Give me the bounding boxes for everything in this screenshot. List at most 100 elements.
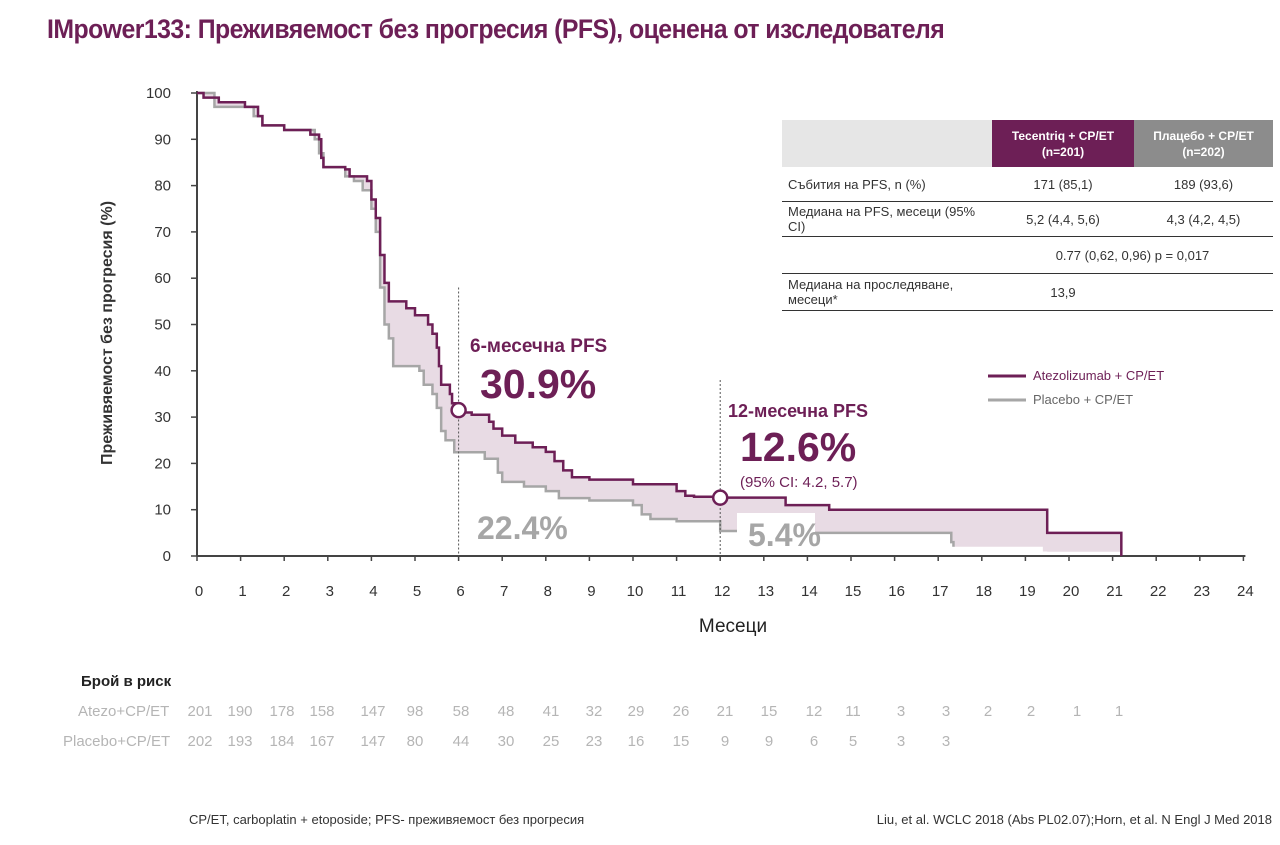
x-tick-label: 21 [1106,583,1123,600]
twelve-month-pfs-ci: (95% CI: 4.2, 5.7) [740,474,858,491]
hazard-ratio: 0.77 (0,62, 0,96) p = 0,017 [1055,247,1210,263]
x-tick-label: 22 [1150,583,1167,600]
footnote: CP/ET, carboplatin + etoposide; PFS- пре… [189,812,585,827]
risk-value: 2 [983,703,993,720]
six-month-pfs-label: 6-месечна PFS [470,336,607,357]
page-title: IMpower133: Преживяемост без прогресия (… [47,14,945,44]
x-tick-label: 2 [282,583,290,600]
y-tick-label: 60 [154,270,171,287]
legend-atezo-label: Atezolizumab + CP/ET [1033,368,1164,383]
x-tick-label: 16 [888,583,905,600]
risk-value: 1 [1114,703,1124,720]
risk-value: 184 [269,733,295,750]
table-row-followup: Медиана на проследяване, месеци* 13,9 [782,274,1273,311]
risk-value: 16 [627,733,645,750]
risk-value: 202 [187,733,213,750]
twelve-month-marker [711,489,729,506]
risk-atezo-label: Atezo+CP/ET [78,703,170,720]
risk-value: 1 [1072,703,1082,720]
followup-value: 13,9 [1050,284,1076,300]
twelve-month-placebo-label-bg [737,513,815,547]
placebo-curve [197,91,955,547]
risk-value: 98 [406,703,424,720]
x-tick-label: 23 [1193,583,1210,600]
risk-value: 32 [585,703,603,720]
table-row: Медиана на PFS, месеци (95% CI) 5,2 (4,4… [782,202,1273,237]
y-tick-label: 80 [154,178,171,195]
x-tick-label: 12 [714,583,731,600]
risk-value: 193 [227,733,253,750]
table-header-blank [782,120,992,167]
risk-value: 48 [497,703,515,720]
table-row-hr: 0.77 (0,62, 0,96) p = 0,017 [782,237,1273,274]
y-tick-label: 90 [154,131,171,148]
risk-value: 21 [716,703,734,720]
risk-value: 201 [187,703,213,720]
risk-placebo-label: Placebo+CP/ET [63,733,171,750]
x-tick-label: 17 [932,583,949,600]
legend-placebo-label: Placebo + CP/ET [1033,392,1133,407]
results-table: Tecentriq + CP/ET (n=201) Плацебо + CP/ET… [782,120,1273,311]
y-tick-label: 50 [154,317,171,334]
risk-value: 25 [542,733,560,750]
x-tick-label: 7 [500,583,508,600]
risk-value: 3 [896,733,906,750]
x-tick-label: 3 [326,583,334,600]
x-tick-label: 10 [627,583,644,600]
risk-value: 23 [585,733,603,750]
x-tick-label: 9 [587,583,595,600]
six-month-marker [450,401,467,419]
table-header-placebo: Плацебо + CP/ET (n=202) [1134,120,1273,167]
risk-value: 147 [360,733,386,750]
x-tick-label: 11 [671,583,687,600]
y-axis-title: Преживяемост без прогресия (%) [99,201,116,465]
x-tick-label: 20 [1063,583,1080,600]
y-tick-label: 100 [146,85,171,102]
risk-value: 15 [760,703,778,720]
risk-value: 5 [848,733,858,750]
table-header: Tecentriq + CP/ET (n=201) Плацебо + CP/ET… [782,120,1273,167]
risk-value: 3 [941,703,951,720]
risk-value: 6 [809,733,819,750]
y-tick-label: 30 [154,409,171,426]
risk-value: 3 [896,703,906,720]
risk-value: 9 [720,733,730,750]
table-row: Събития на PFS, n (%) 171 (85,1) 189 (93… [782,167,1273,202]
x-tick-label: 19 [1019,583,1036,600]
risk-value: 9 [764,733,774,750]
risk-value: 167 [309,733,335,750]
x-tick-label: 13 [757,583,774,600]
risk-value: 147 [360,703,386,720]
x-tick-label: 1 [238,583,246,600]
risk-value: 11 [845,703,861,720]
x-tick-label: 24 [1237,583,1254,600]
risk-value: 30 [497,733,515,750]
six-month-placebo-value: 22.4% [477,510,568,546]
table-header-atezo: Tecentriq + CP/ET (n=201) [992,120,1134,167]
y-tick-label: 40 [154,363,171,380]
x-tick-label: 15 [845,583,862,600]
risk-value: 58 [452,703,470,720]
six-month-pfs-value: 30.9% [480,361,596,407]
risk-value: 190 [227,703,253,720]
y-tick-label: 0 [163,548,171,565]
risk-value: 26 [672,703,690,720]
twelve-month-pfs-value: 12.6% [740,424,856,470]
x-tick-label: 5 [413,583,421,600]
risk-value: 44 [452,733,470,750]
curves [197,91,1123,556]
risk-value: 3 [941,733,951,750]
risk-value: 2 [1026,703,1036,720]
x-tick-label: 6 [456,583,464,600]
legend: Atezolizumab + CP/ET Placebo + CP/ET [988,368,1164,407]
x-tick-label: 0 [195,583,203,600]
x-tick-label: 4 [369,583,377,600]
x-tick-label: 8 [544,583,552,600]
x-tick-label: 18 [975,583,992,600]
x-tick-label: 14 [801,583,818,600]
risk-value: 12 [805,703,823,720]
twelve-month-pfs-label: 12-месечна PFS [728,401,868,421]
atezo-curve [197,91,1123,556]
